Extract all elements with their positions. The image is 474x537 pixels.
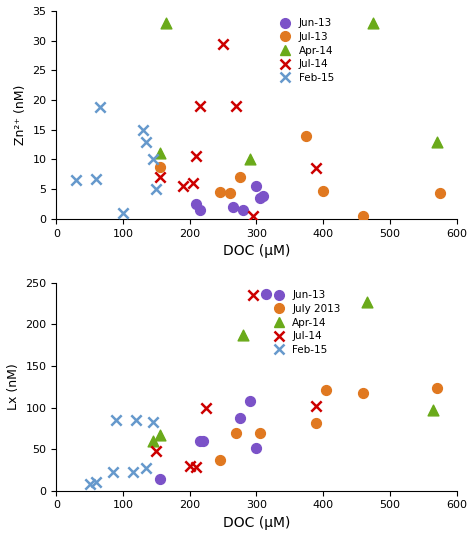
- Point: [253, 182, 260, 191]
- Point: [219, 39, 227, 48]
- X-axis label: DOC (μM): DOC (μM): [223, 516, 290, 530]
- Point: [236, 414, 244, 423]
- Point: [143, 464, 150, 473]
- Point: [433, 383, 440, 392]
- Point: [163, 18, 170, 27]
- Point: [303, 132, 310, 140]
- Point: [246, 397, 254, 405]
- Point: [249, 291, 257, 300]
- Point: [149, 155, 157, 164]
- X-axis label: DOC (μM): DOC (μM): [223, 244, 290, 258]
- Point: [259, 192, 267, 200]
- Point: [73, 176, 80, 185]
- Point: [319, 186, 327, 195]
- Point: [433, 137, 440, 146]
- Point: [263, 289, 270, 298]
- Point: [186, 461, 193, 470]
- Legend: Jun-13, Jul-13, Apr-14, Jul-14, Feb-15: Jun-13, Jul-13, Apr-14, Jul-14, Feb-15: [273, 16, 336, 85]
- Point: [153, 447, 160, 455]
- Point: [139, 126, 147, 134]
- Point: [313, 164, 320, 172]
- Point: [363, 297, 370, 306]
- Y-axis label: Zn²⁺ (nM): Zn²⁺ (nM): [14, 85, 27, 145]
- Point: [239, 331, 247, 339]
- Point: [179, 182, 187, 191]
- Legend: Jun-13, July 2013, Apr-14, Jul-14, Feb-15: Jun-13, July 2013, Apr-14, Jul-14, Feb-1…: [266, 288, 343, 357]
- Point: [196, 437, 203, 445]
- Point: [359, 388, 367, 397]
- Point: [313, 402, 320, 410]
- Point: [92, 478, 100, 487]
- Point: [196, 101, 203, 110]
- Point: [256, 429, 264, 438]
- Point: [233, 429, 240, 437]
- Point: [216, 188, 224, 197]
- Point: [196, 206, 203, 214]
- Point: [149, 437, 157, 445]
- Point: [113, 416, 120, 424]
- Point: [323, 386, 330, 395]
- Point: [226, 189, 234, 198]
- Point: [192, 463, 200, 472]
- Point: [119, 208, 127, 217]
- Point: [86, 480, 93, 489]
- Point: [156, 475, 164, 483]
- Point: [246, 155, 254, 164]
- Point: [236, 173, 244, 182]
- Point: [229, 202, 237, 211]
- Point: [216, 456, 224, 465]
- Point: [133, 416, 140, 424]
- Point: [156, 431, 164, 439]
- Point: [369, 18, 377, 27]
- Point: [189, 179, 197, 187]
- Point: [249, 212, 257, 220]
- Point: [153, 185, 160, 193]
- Point: [192, 152, 200, 161]
- Point: [156, 149, 164, 158]
- Y-axis label: Lx (nM): Lx (nM): [7, 364, 20, 410]
- Point: [436, 189, 444, 198]
- Point: [202, 403, 210, 412]
- Point: [239, 206, 247, 214]
- Point: [233, 101, 240, 110]
- Point: [156, 173, 164, 182]
- Point: [429, 406, 437, 415]
- Point: [256, 194, 264, 202]
- Point: [143, 137, 150, 146]
- Point: [92, 175, 100, 183]
- Point: [199, 437, 207, 445]
- Point: [359, 212, 367, 220]
- Point: [96, 103, 103, 112]
- Point: [109, 467, 117, 476]
- Point: [253, 443, 260, 452]
- Point: [149, 417, 157, 426]
- Point: [313, 419, 320, 428]
- Point: [156, 163, 164, 171]
- Point: [192, 200, 200, 208]
- Point: [129, 468, 137, 477]
